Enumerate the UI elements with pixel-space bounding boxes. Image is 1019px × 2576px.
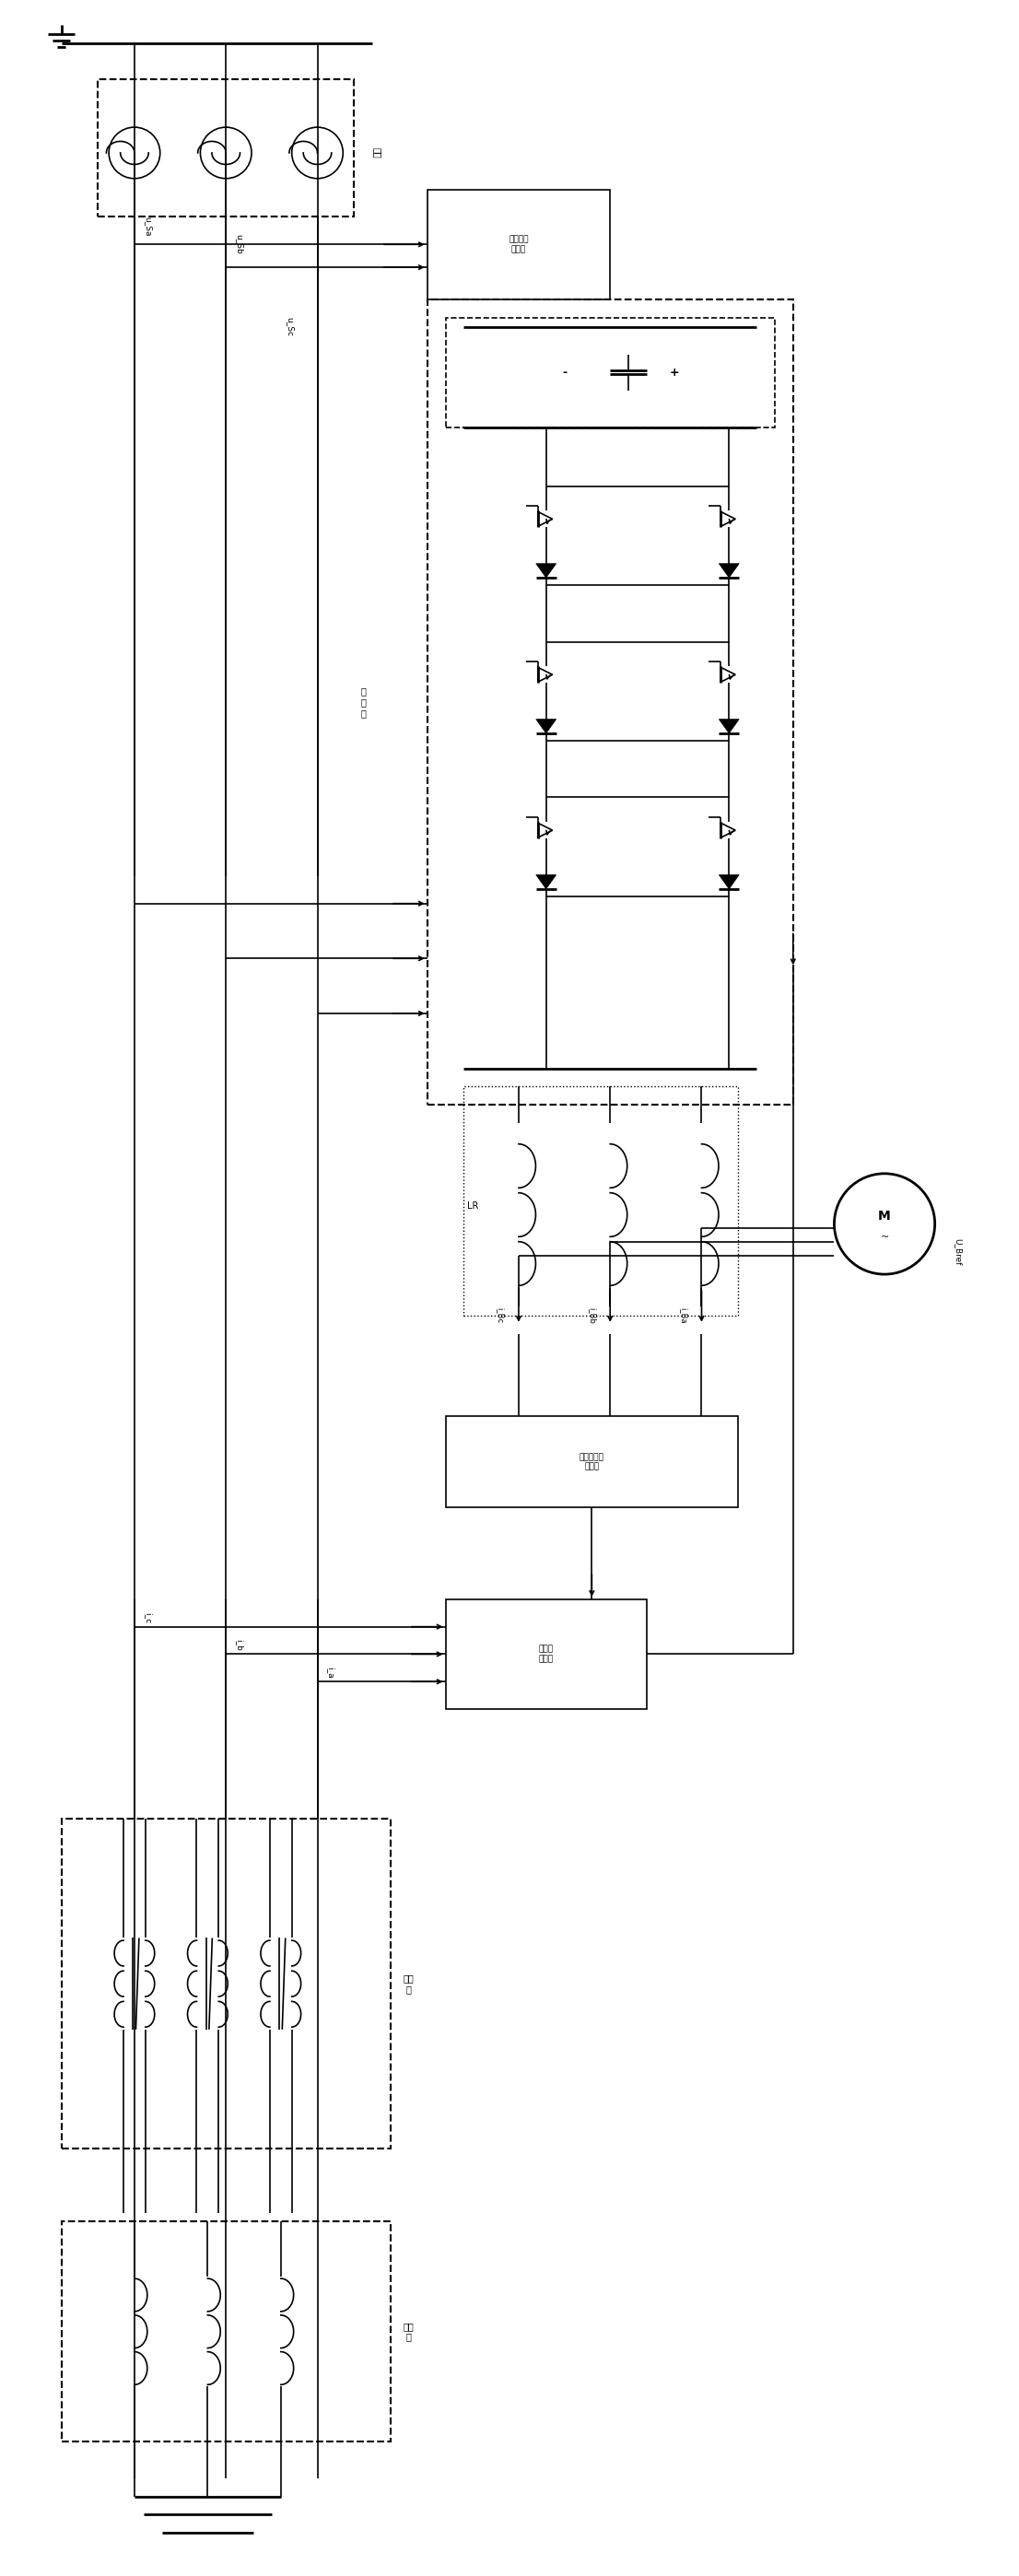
Text: M: M — [878, 1211, 891, 1224]
Polygon shape — [536, 564, 556, 577]
Polygon shape — [719, 564, 739, 577]
Polygon shape — [719, 876, 739, 889]
Text: -: - — [562, 366, 567, 379]
Text: i_Ba: i_Ba — [679, 1309, 688, 1324]
Text: i_c: i_c — [144, 1613, 152, 1623]
Text: LR: LR — [467, 1200, 479, 1211]
Text: 网侧电压
传感器: 网侧电压 传感器 — [508, 234, 529, 252]
Text: i_b: i_b — [235, 1638, 244, 1651]
Text: 变流器
控制器: 变流器 控制器 — [539, 1646, 553, 1664]
Text: 负载侧电流
传感器: 负载侧电流 传感器 — [580, 1453, 604, 1471]
Text: i_Bb: i_Bb — [588, 1306, 596, 1324]
Polygon shape — [719, 719, 739, 734]
Text: 电网: 电网 — [372, 147, 381, 157]
Text: i_Bc: i_Bc — [496, 1309, 504, 1324]
Text: 变压
器: 变压 器 — [404, 1973, 415, 1994]
Polygon shape — [536, 719, 556, 734]
Text: i_a: i_a — [326, 1667, 335, 1680]
Text: U_Bref: U_Bref — [954, 1239, 962, 1265]
Text: u_Sb: u_Sb — [235, 234, 244, 255]
Polygon shape — [536, 876, 556, 889]
Text: u_Sc: u_Sc — [285, 317, 294, 337]
Text: ~: ~ — [880, 1234, 889, 1242]
Text: u_Sa: u_Sa — [144, 216, 152, 237]
Text: 逆
变
器: 逆 变 器 — [361, 688, 366, 719]
Text: 电抗
器: 电抗 器 — [404, 2321, 415, 2342]
Text: +: + — [669, 366, 679, 379]
